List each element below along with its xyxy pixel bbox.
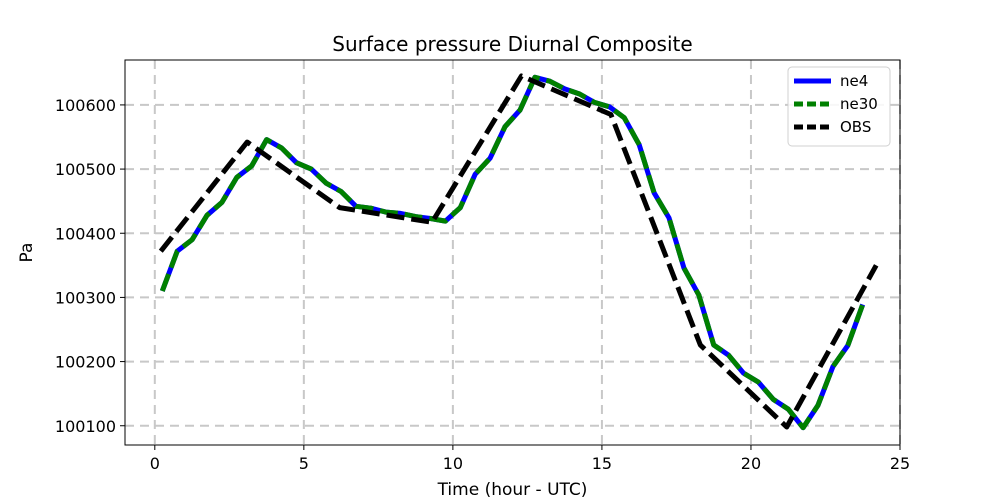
series-lines <box>158 73 879 431</box>
x-tick-label: 20 <box>741 454 761 473</box>
x-tick-label: 5 <box>299 454 309 473</box>
legend: ne4 ne30 OBS <box>787 66 891 147</box>
y-tick-label: 100100 <box>55 417 116 436</box>
y-tick-label: 100600 <box>55 96 116 115</box>
legend-label-obs: OBS <box>840 118 871 136</box>
y-tick-label: 100200 <box>55 353 116 372</box>
x-tick-label: 15 <box>592 454 612 473</box>
y-axis-title: Pa <box>17 243 37 263</box>
x-axis-title: Time (hour - UTC) <box>437 480 588 500</box>
x-tick-label: 25 <box>890 454 910 473</box>
chart-title: Surface pressure Diurnal Composite <box>332 32 692 56</box>
series-line-obs <box>158 73 879 430</box>
legend-label-ne4: ne4 <box>840 72 868 90</box>
y-axis-ticks: 100100 100200 100300 100400 100500 100600 <box>55 96 125 436</box>
x-axis-ticks: 0 5 10 15 20 25 <box>150 445 910 473</box>
legend-label-ne30: ne30 <box>840 95 878 113</box>
y-tick-label: 100400 <box>55 224 116 243</box>
series-line-ne4 <box>159 74 866 431</box>
grid-lines <box>125 60 901 445</box>
series-line-ne30 <box>159 74 866 431</box>
plot-frame <box>124 59 901 446</box>
x-tick-label: 0 <box>150 454 160 473</box>
y-tick-label: 100300 <box>55 288 116 307</box>
y-tick-label: 100500 <box>55 160 116 179</box>
x-tick-label: 10 <box>443 454 463 473</box>
